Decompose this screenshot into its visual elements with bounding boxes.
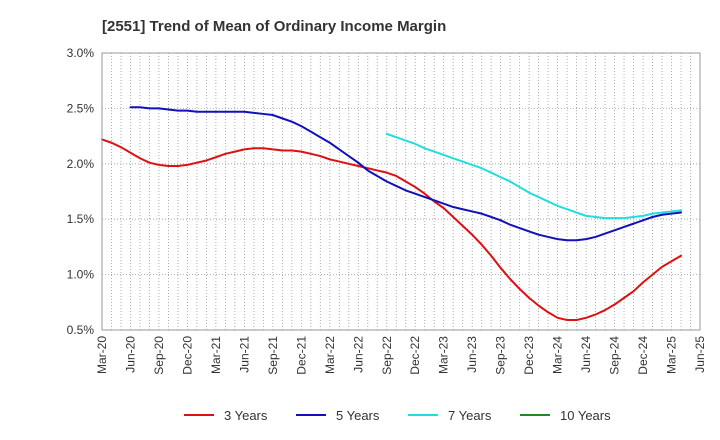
y-tick-labels: 0.5% 1.0% 1.5% 2.0% 2.5% 3.0% <box>67 46 95 337</box>
x-tick-label: Sep-20 <box>152 336 166 375</box>
x-tick-label: Dec-22 <box>408 336 422 375</box>
axes <box>101 52 701 331</box>
plot-background <box>102 53 700 330</box>
y-tick-label: 2.5% <box>67 101 95 115</box>
x-tick-label: Jun-20 <box>123 336 137 373</box>
y-tick-label: 1.5% <box>67 212 95 226</box>
x-tick-label: Jun-24 <box>579 336 593 373</box>
x-tick-label: Sep-22 <box>380 336 394 375</box>
y-tick-label: 2.0% <box>67 157 95 171</box>
chart-title: [2551] Trend of Mean of Ordinary Income … <box>102 18 446 35</box>
x-tick-label: Sep-24 <box>608 336 622 375</box>
x-tick-label: Jun-22 <box>351 336 365 373</box>
x-tick-labels: Mar-20 Jun-20 Sep-20 Dec-20 Mar-21 Jun-21 Sep-… <box>95 336 707 375</box>
x-tick-label: Dec-24 <box>636 336 650 375</box>
x-tick-label: Mar-22 <box>323 336 337 374</box>
series-line-7-years <box>385 132 683 220</box>
x-tick-label: Mar-23 <box>437 336 451 374</box>
x-tick-label: Sep-21 <box>266 336 280 375</box>
legend-label: 5 Years <box>336 408 380 423</box>
x-tick-label: Dec-20 <box>180 336 194 375</box>
x-tick-label: Mar-24 <box>551 336 565 374</box>
series-layer <box>101 106 683 322</box>
x-tick-label: Mar-21 <box>209 336 223 374</box>
x-tick-label: Mar-25 <box>665 336 679 374</box>
y-tick-label: 3.0% <box>67 46 95 60</box>
series-line-3-years <box>101 138 683 322</box>
x-tick-label: Dec-23 <box>522 336 536 375</box>
y-tick-label: 0.5% <box>67 323 95 337</box>
legend-label: 10 Years <box>560 408 611 423</box>
x-tick-label: Jun-25 <box>693 336 707 373</box>
x-tick-label: Mar-20 <box>95 336 109 374</box>
series-line-5-years <box>129 106 683 242</box>
plot-area <box>102 53 700 330</box>
x-tick-label: Jun-21 <box>237 336 251 373</box>
legend: 3 Years 5 Years 7 Years 10 Years <box>184 408 611 423</box>
x-tick-label: Sep-23 <box>494 336 508 375</box>
plot-border <box>101 52 701 331</box>
legend-label: 3 Years <box>224 408 268 423</box>
y-tick-label: 1.0% <box>67 268 95 282</box>
legend-label: 7 Years <box>448 408 492 423</box>
x-tick-label: Jun-23 <box>465 336 479 373</box>
x-tick-label: Dec-21 <box>294 336 308 375</box>
